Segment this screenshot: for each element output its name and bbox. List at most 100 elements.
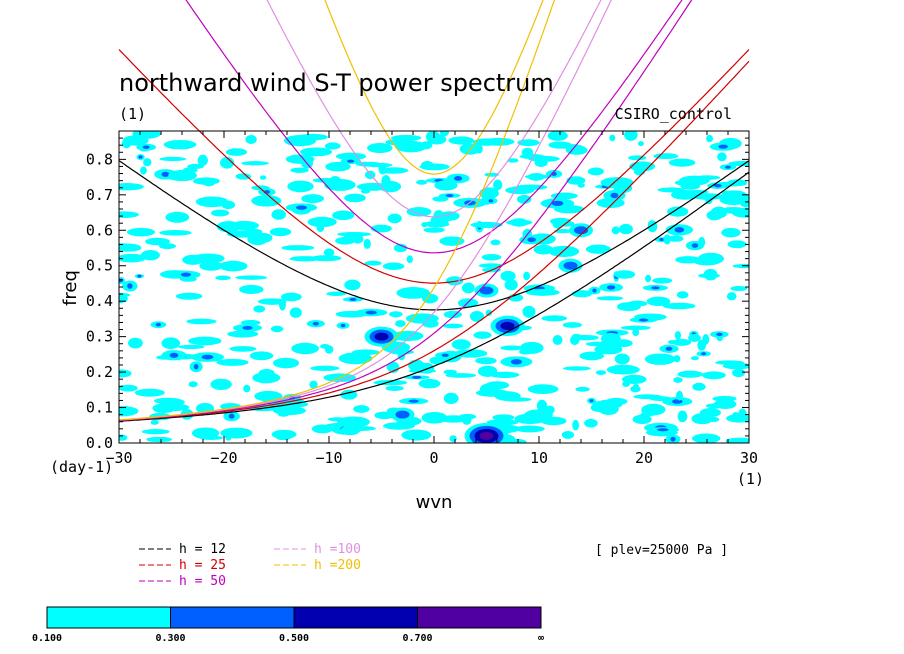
x-tick-label: 10 [530, 449, 548, 467]
contour-patch [570, 335, 580, 346]
contour-patch [418, 378, 441, 389]
contour-patch [311, 424, 333, 434]
contour-patch [667, 206, 689, 217]
contour-patch [344, 193, 366, 203]
contour-patch [600, 177, 634, 188]
contour-patch [641, 403, 666, 416]
contour-patch [477, 365, 498, 377]
contour-patch [519, 348, 533, 355]
level-annotation: [ plev=25000 Pa ] [595, 543, 728, 558]
contour-patch [677, 370, 704, 378]
contour-patch-level2 [365, 310, 377, 315]
contour-patch [197, 154, 208, 166]
contour-patch-level2 [445, 194, 454, 198]
contour-patch-level2 [312, 321, 319, 326]
contour-patch [668, 158, 696, 167]
x-tick-label: −30 [105, 449, 132, 467]
contour-patch [221, 200, 236, 210]
contour-patch [609, 134, 616, 142]
contour-patch [461, 282, 475, 294]
contour-patch [644, 353, 676, 365]
contour-patch [451, 339, 471, 350]
contour-patch [355, 161, 382, 167]
contour-patch [584, 418, 598, 428]
contour-patch [401, 429, 432, 441]
contour-patch [320, 344, 330, 349]
contour-patch [353, 405, 370, 413]
contour-patch [443, 369, 457, 375]
contour-patch [490, 239, 501, 246]
contour-patch [701, 371, 726, 380]
contour-patch [289, 307, 302, 318]
contour-patch [579, 351, 604, 361]
contour-patch [381, 175, 391, 187]
contour-patch [159, 243, 176, 250]
colorbar-label: 0.100 [32, 633, 62, 644]
contour-patch [481, 254, 502, 261]
contour-patch-level2 [454, 176, 463, 181]
contour-patch [523, 271, 531, 281]
contour-patch-level2 [716, 332, 723, 337]
contour-patch [596, 296, 624, 301]
contour-patch [270, 325, 284, 333]
contour-patch [571, 290, 592, 298]
contour-patch [632, 414, 652, 425]
contour-patch [731, 411, 740, 421]
contour-patch [445, 373, 477, 378]
dispersion-curve-mrg [118, 0, 693, 421]
contour-patch [119, 211, 139, 218]
contour-patch [316, 223, 325, 233]
y-tick-label: 0.7 [86, 186, 113, 204]
contour-patch [188, 381, 198, 388]
y-tick-label: 0.3 [86, 328, 113, 346]
contour-patch [585, 244, 611, 254]
dispersion-curves [118, 0, 750, 422]
contour-patch-level2 [193, 363, 199, 370]
contour-patch [710, 206, 728, 219]
contour-patch [271, 209, 286, 220]
contour-patch [645, 274, 652, 283]
y-axis: 0.0 0.1 0.2 0.3 0.4 0.5 0.6 0.7 0.8 [86, 137, 749, 452]
contour-patch [728, 160, 749, 167]
contour-patch [633, 167, 646, 176]
contour-patch [344, 279, 361, 291]
contour-patch [667, 340, 677, 345]
contour-patch [146, 436, 173, 443]
colorbar-label: ∞ [538, 633, 544, 644]
high-power-region [374, 332, 389, 341]
contour-patch [143, 158, 152, 167]
contour-patch-level2 [691, 243, 699, 248]
contour-patch [646, 296, 671, 307]
contour-patch-level2 [670, 436, 676, 442]
contour-patch [119, 253, 146, 263]
contour-patch [688, 333, 701, 342]
contour-patch [732, 368, 746, 378]
contour-patch [287, 180, 314, 193]
contour-patch [235, 173, 252, 180]
contour-patch [676, 390, 683, 401]
contour-patch [595, 370, 607, 375]
contour-patch-level2 [659, 238, 665, 242]
contour-patch [300, 147, 333, 157]
legend-label: h = 25 [179, 558, 226, 573]
contour-patch [562, 322, 582, 328]
contour-patch [712, 395, 737, 402]
contour-patch [703, 268, 718, 281]
contour-patch [587, 167, 604, 176]
contour-patch [159, 156, 187, 162]
contour-patch [475, 357, 497, 365]
contour-patch [310, 255, 342, 262]
contour-patch [159, 230, 192, 236]
contour-patch [667, 235, 684, 242]
contour-patch [163, 139, 197, 150]
contour-patch [475, 389, 509, 397]
contour-patch [434, 180, 458, 191]
contour-patch [461, 415, 472, 425]
contour-patch [382, 262, 405, 271]
dispersion-curve-ig [185, 0, 683, 254]
contour-patch [406, 206, 432, 217]
contour-patch-level2 [155, 322, 162, 327]
contour-patch [140, 166, 147, 175]
